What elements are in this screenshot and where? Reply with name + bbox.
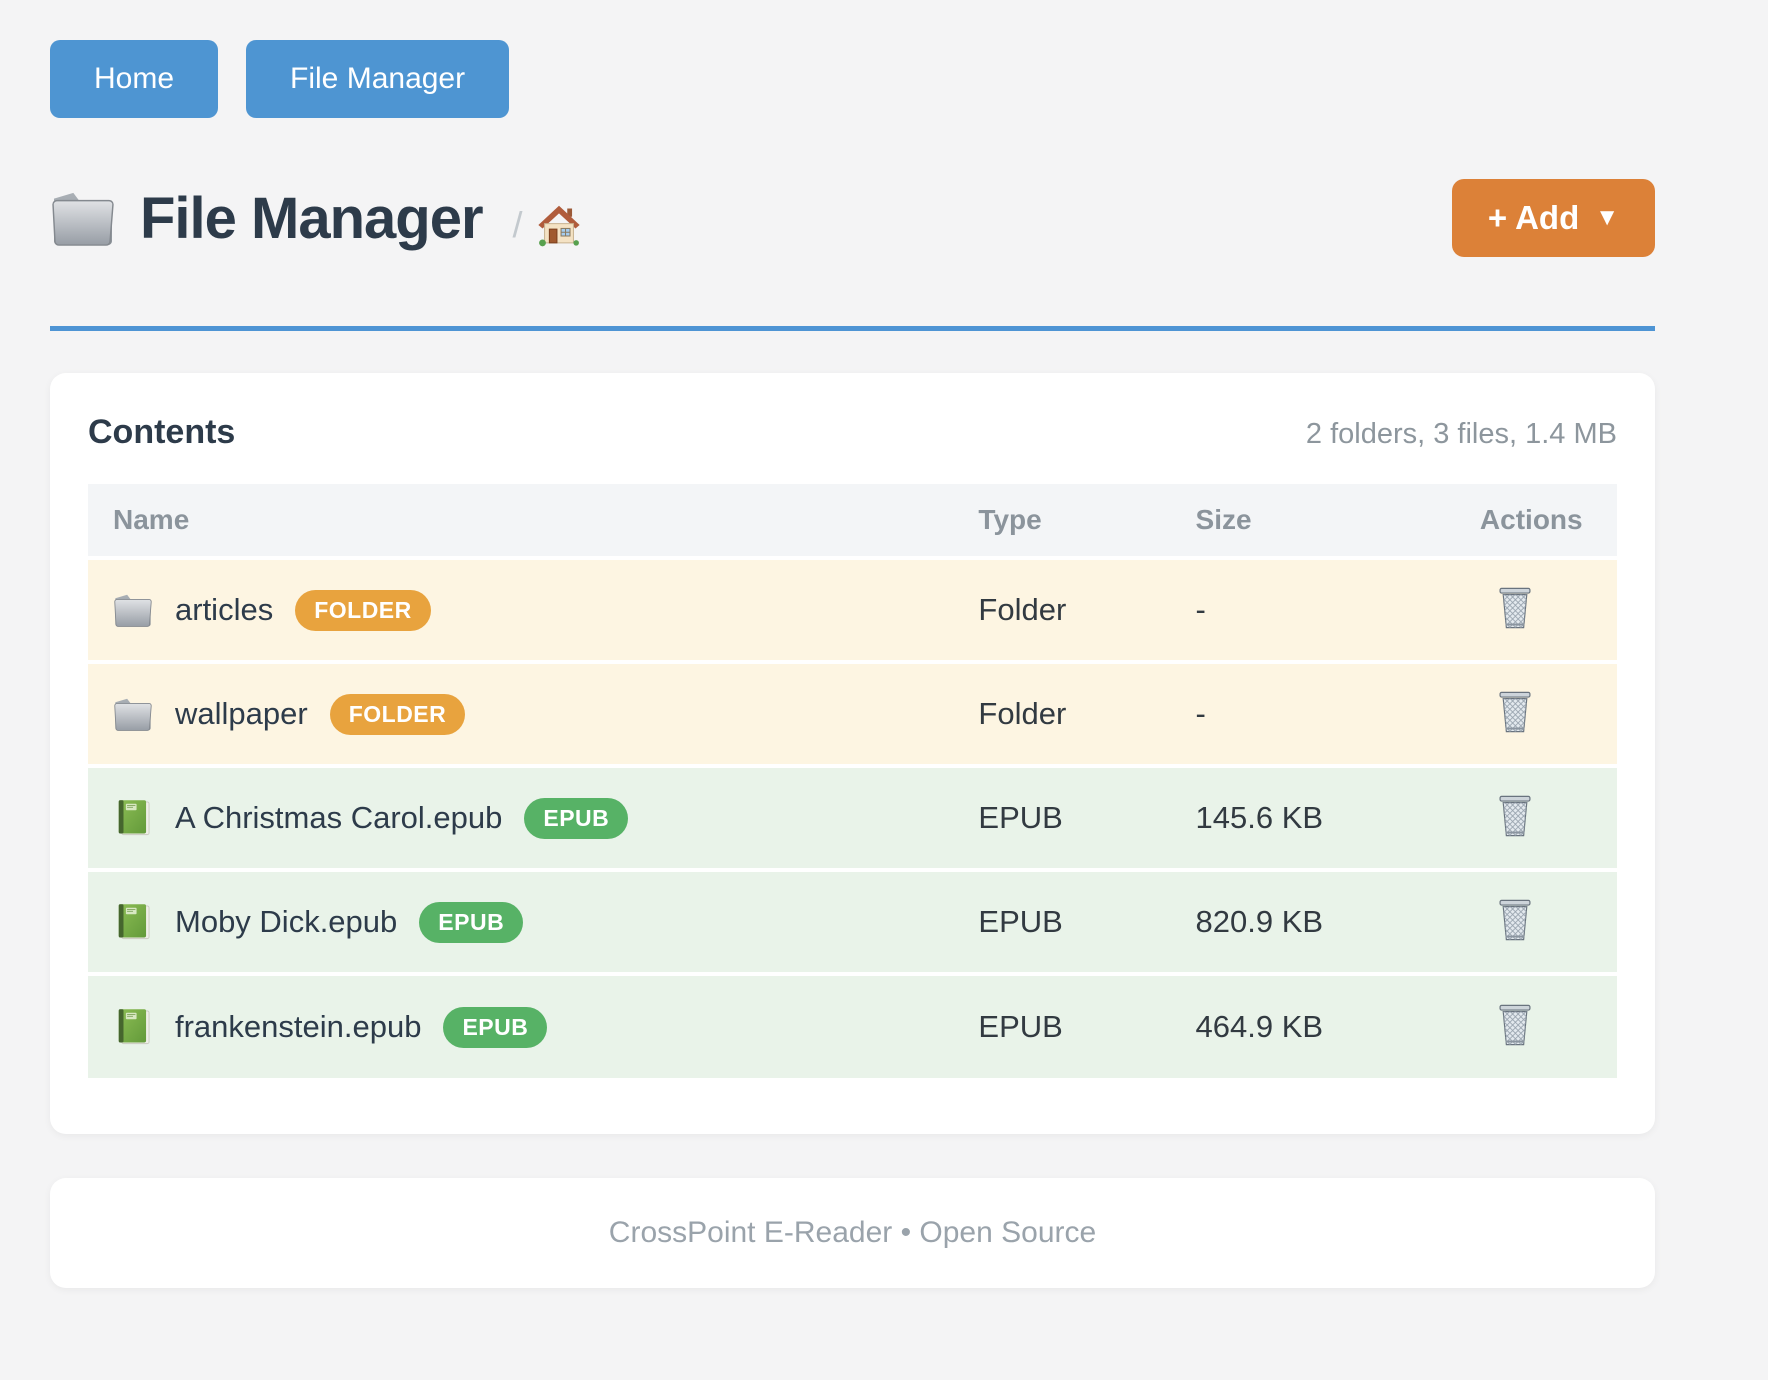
wastebasket-icon	[1496, 586, 1534, 630]
green-book-icon	[113, 799, 153, 837]
item-type: EPUB	[953, 870, 1171, 974]
nav-home-button[interactable]: Home	[50, 40, 219, 118]
table-row: articles FOLDER Folder -	[88, 558, 1617, 662]
page-header: File Manager / + Add ▼	[50, 172, 1655, 264]
item-name-link[interactable]: articles	[175, 592, 274, 627]
breadcrumb: /	[513, 203, 581, 247]
folder-icon	[50, 189, 116, 247]
footer-card: CrossPoint E-Reader • Open Source	[50, 1178, 1655, 1288]
item-type: EPUB	[953, 766, 1171, 870]
item-size: 145.6 KB	[1170, 766, 1455, 870]
contents-card: Contents 2 folders, 3 files, 1.4 MB Name…	[50, 373, 1655, 1134]
green-book-icon	[113, 1008, 153, 1046]
folder-icon	[113, 695, 153, 733]
type-badge: EPUB	[443, 1006, 548, 1048]
footer-text: CrossPoint E-Reader • Open Source	[608, 1216, 1097, 1249]
item-size: 464.9 KB	[1170, 974, 1455, 1078]
delete-button[interactable]	[1492, 790, 1538, 842]
folder-icon	[113, 591, 153, 629]
item-name-link[interactable]: wallpaper	[175, 696, 308, 731]
file-table: Name Type Size Actions articles FOLDER F…	[88, 484, 1617, 1078]
type-badge: EPUB	[524, 797, 629, 839]
table-row: A Christmas Carol.epub EPUB EPUB 145.6 K…	[88, 766, 1617, 870]
caret-down-icon: ▼	[1595, 204, 1619, 231]
column-header-name: Name	[88, 484, 954, 558]
delete-button[interactable]	[1492, 582, 1538, 634]
title-wrap: File Manager /	[50, 185, 581, 252]
delete-button[interactable]	[1492, 894, 1538, 946]
item-type: Folder	[953, 558, 1171, 662]
wastebasket-icon	[1496, 794, 1534, 838]
wastebasket-icon	[1496, 690, 1534, 734]
delete-button[interactable]	[1492, 686, 1538, 738]
contents-card-header: Contents 2 folders, 3 files, 1.4 MB	[88, 413, 1617, 452]
table-header-row: Name Type Size Actions	[88, 484, 1617, 558]
add-button-label: + Add	[1487, 199, 1580, 236]
item-size: -	[1170, 662, 1455, 766]
nav-file-manager-button[interactable]: File Manager	[246, 40, 510, 118]
contents-heading: Contents	[88, 413, 236, 451]
item-name-link[interactable]: Moby Dick.epub	[175, 904, 398, 939]
type-badge: EPUB	[419, 901, 524, 943]
type-badge: FOLDER	[295, 589, 431, 631]
column-header-actions: Actions	[1454, 484, 1617, 558]
green-book-icon	[113, 903, 153, 941]
header-divider	[50, 326, 1655, 331]
delete-button[interactable]	[1492, 999, 1538, 1051]
wastebasket-icon	[1496, 898, 1534, 942]
table-row: frankenstein.epub EPUB EPUB 464.9 KB	[88, 974, 1617, 1078]
house-icon[interactable]	[537, 203, 581, 247]
table-row: wallpaper FOLDER Folder -	[88, 662, 1617, 766]
breadcrumb-separator: /	[512, 204, 523, 245]
page-container: Home File Manager File Manager / + Add ▼…	[50, 0, 1655, 1288]
item-type: Folder	[953, 662, 1171, 766]
page-title: File Manager	[140, 185, 484, 251]
item-name-link[interactable]: frankenstein.epub	[175, 1009, 422, 1044]
top-nav: Home File Manager	[50, 0, 1655, 118]
type-badge: FOLDER	[329, 693, 466, 735]
contents-summary: 2 folders, 3 files, 1.4 MB	[1305, 418, 1617, 450]
column-header-type: Type	[953, 484, 1171, 558]
item-size: -	[1170, 558, 1455, 662]
add-button[interactable]: + Add ▼	[1451, 179, 1655, 257]
column-header-size: Size	[1170, 484, 1455, 558]
wastebasket-icon	[1496, 1003, 1534, 1047]
item-name-link[interactable]: A Christmas Carol.epub	[175, 800, 503, 835]
item-size: 820.9 KB	[1170, 870, 1455, 974]
item-type: EPUB	[953, 974, 1171, 1078]
table-row: Moby Dick.epub EPUB EPUB 820.9 KB	[88, 870, 1617, 974]
